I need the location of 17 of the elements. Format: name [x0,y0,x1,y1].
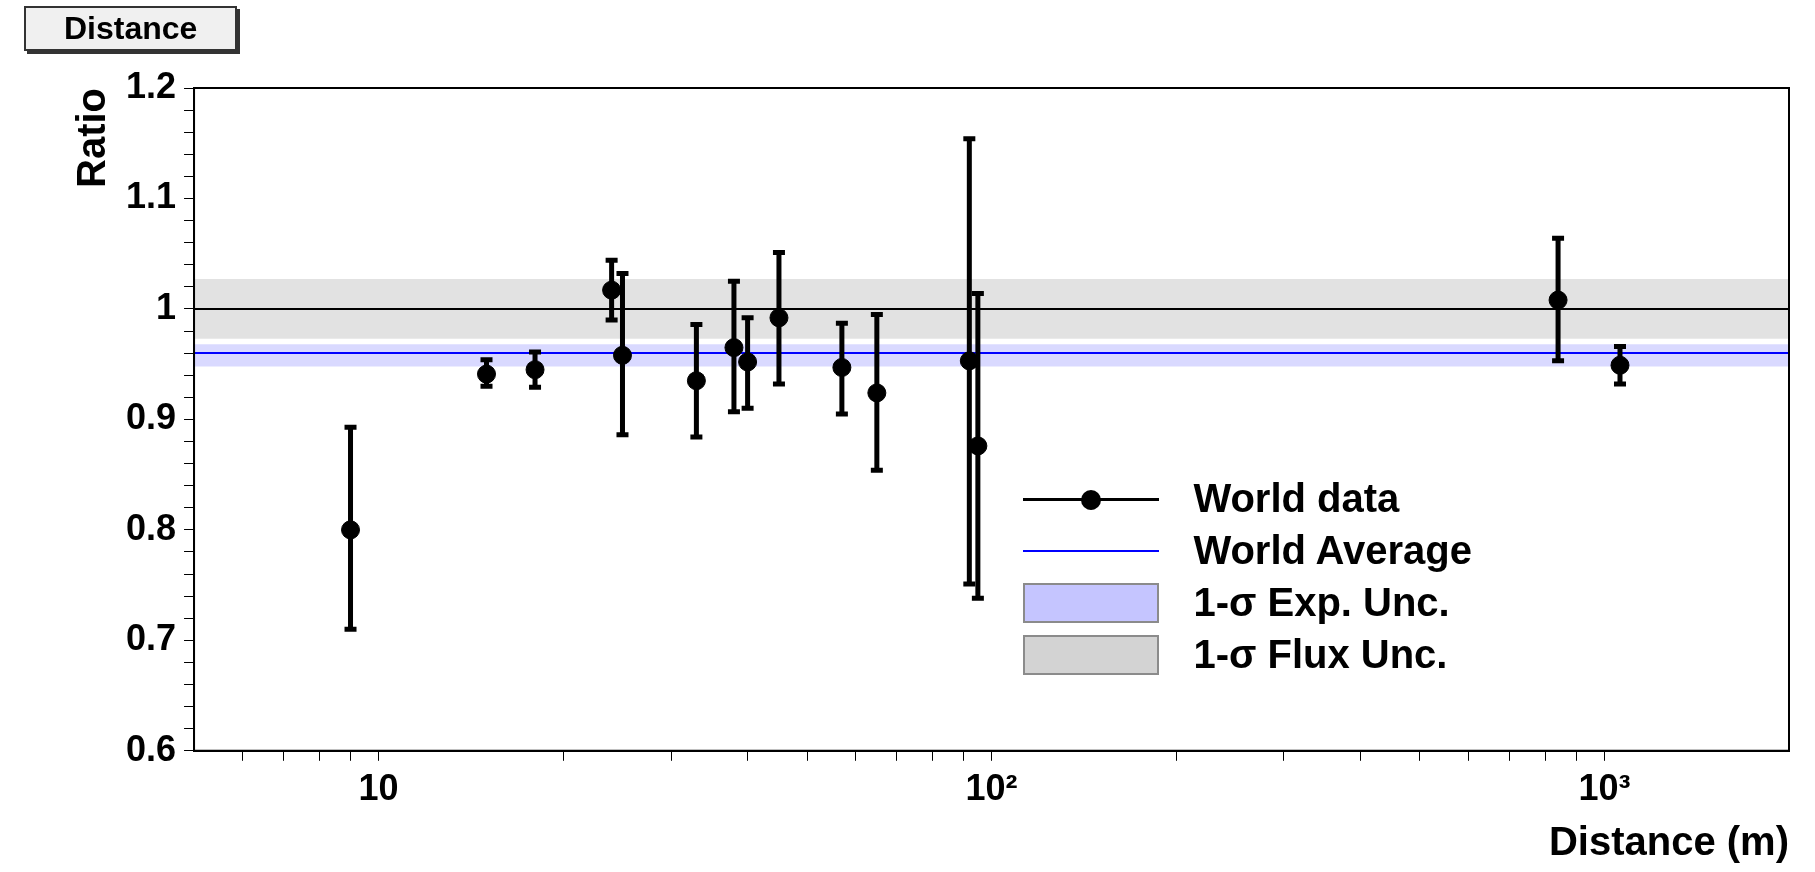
x-tick-label: 10 [358,767,399,809]
y-tick-label: 0.6 [126,727,177,769]
x-tick-label: 10² [965,767,1018,809]
x-tick-label: 10³ [1578,767,1631,809]
legend-label: World Average [1193,528,1472,574]
legend-label: 1-σ Flux Unc. [1193,632,1448,678]
y-tick-label: 1 [156,285,177,327]
y-tick-label: 1.2 [126,64,177,106]
x-axis-title: Distance (m) [1548,819,1789,864]
y-tick-label: 1.1 [126,175,177,217]
y-tick-label: 0.8 [126,506,177,548]
y-axis-title: Ratio [69,88,114,188]
chart-title: Distance [24,6,238,51]
y-tick-label: 0.7 [126,617,177,659]
y-tick-label: 0.9 [126,396,177,438]
legend-label: 1-σ Exp. Unc. [1193,580,1450,626]
legend-label: World data [1193,476,1400,522]
